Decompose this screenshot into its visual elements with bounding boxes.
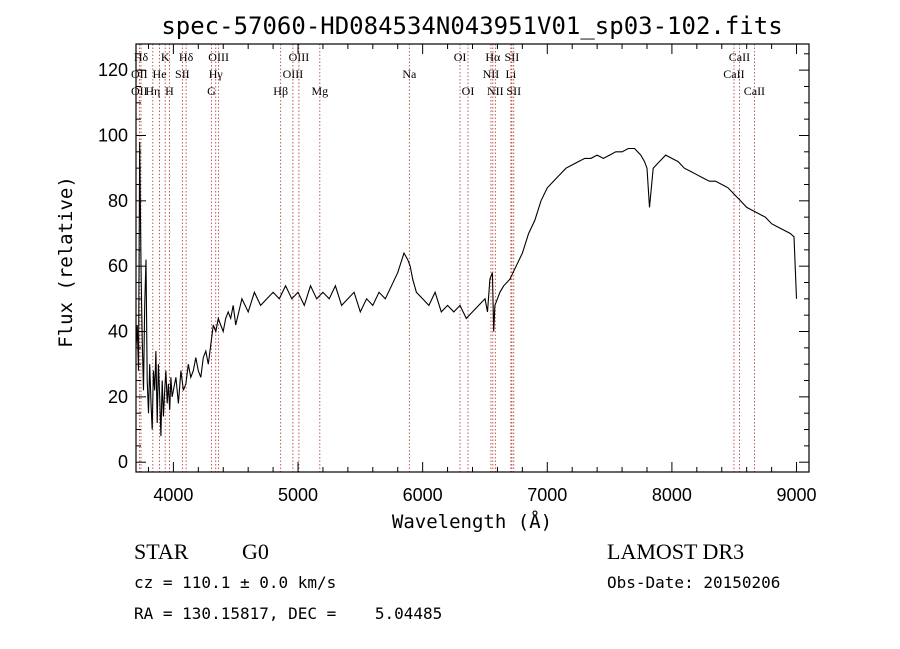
x-tick-label: 7000: [527, 485, 567, 505]
redshift-cz: cz = 110.1 ± 0.0 km/s: [134, 573, 336, 592]
spectral-line-label-12: OIII: [289, 50, 310, 64]
spectral-line-label-16: Na: [402, 67, 417, 81]
spectral-line-label-25: CaII: [729, 50, 750, 64]
survey-name: LAMOST DR3: [607, 539, 744, 564]
spectral-line-label-24: SII: [506, 84, 521, 98]
spectral-line-label-10: Hγ: [209, 67, 224, 81]
spectral-line-label-13: OIII: [283, 67, 304, 81]
spectral-line-label-21: NII: [483, 67, 500, 81]
spectral-line-label-1: OII: [131, 67, 148, 81]
spectral-line-label-18: OI: [462, 84, 475, 98]
y-axis-label: Flux (relative): [55, 176, 77, 348]
spectral-line-label-3: K: [161, 50, 170, 64]
spectral-line-label-23: NII: [487, 84, 504, 98]
spectral-line-label-4: He: [153, 67, 167, 81]
spectral-line-label-26: CaII: [723, 67, 744, 81]
object-subclass: G0: [242, 539, 269, 564]
spectral-line-label-15: Mg: [311, 84, 328, 98]
spectral-line-label-27: CaII: [744, 84, 765, 98]
spectral-line-label-0: Hδ: [134, 50, 149, 64]
x-axis-label: Wavelength (Å): [392, 510, 552, 533]
object-class: STAR: [134, 539, 189, 564]
x-tick-label: 9000: [777, 485, 817, 505]
spectral-line-label-14: Hβ: [273, 84, 288, 98]
observation-date: Obs-Date: 20150206: [607, 573, 780, 592]
spectral-line-label-6: SII: [175, 67, 190, 81]
spectral-line-label-17: OI: [454, 50, 467, 64]
spectral-line-label-9: OIII: [208, 50, 229, 64]
x-tick-label: 5000: [278, 485, 318, 505]
plot-frame: [135, 43, 810, 473]
spectral-line-label-22: Li: [506, 67, 517, 81]
spectral-line-label-2: OII: [131, 84, 148, 98]
coordinates: RA = 130.15817, DEC = 5.04485: [134, 604, 442, 623]
spectral-line-label-8: Hδ: [179, 50, 194, 64]
x-axis-ticks: 4000 5000 6000 7000 8000 9000: [147, 44, 817, 505]
y-tick-label: 80: [108, 191, 128, 211]
spectral-line-label-11: G: [207, 84, 216, 98]
x-tick-label: 4000: [153, 485, 193, 505]
spectrum-line: [135, 141, 798, 437]
spectrum-series: [135, 141, 798, 437]
spectral-line-label-20: SII: [505, 50, 520, 64]
y-tick-label: 20: [108, 387, 128, 407]
y-tick-label: 120: [98, 60, 128, 80]
spectral-line-label-19: Hα: [485, 50, 501, 64]
spectral-line-label-7: H: [165, 84, 174, 98]
y-tick-label: 40: [108, 322, 128, 342]
y-axis-ticks: 0 20 40 60 80 100 120: [98, 53, 809, 472]
x-tick-label: 6000: [403, 485, 443, 505]
y-tick-label: 100: [98, 125, 128, 145]
spectral-line-label-5: Hη: [145, 84, 160, 98]
x-tick-label: 8000: [652, 485, 692, 505]
y-tick-label: 60: [108, 256, 128, 276]
spectral-line-markers: [138, 44, 755, 472]
y-tick-label: 0: [118, 452, 128, 472]
chart-title: spec-57060-HD084534N043951V01_sp03-102.f…: [161, 12, 782, 40]
